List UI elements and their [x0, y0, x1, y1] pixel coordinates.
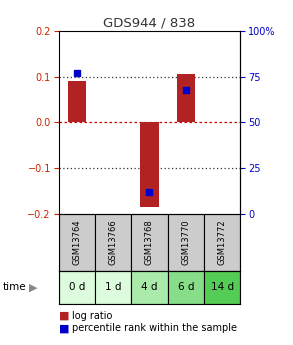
Bar: [95, 271, 131, 304]
Text: time: time: [3, 282, 27, 292]
Bar: [177, 75, 195, 122]
Bar: [168, 214, 204, 271]
Text: GSM13772: GSM13772: [218, 219, 226, 265]
Bar: [204, 271, 240, 304]
Text: GSM13764: GSM13764: [72, 219, 81, 265]
Bar: [168, 271, 204, 304]
Text: 14 d: 14 d: [211, 282, 234, 292]
Text: percentile rank within the sample: percentile rank within the sample: [72, 324, 237, 333]
Text: GSM13768: GSM13768: [145, 219, 154, 265]
Text: 1 d: 1 d: [105, 282, 121, 292]
Text: 0 d: 0 d: [69, 282, 85, 292]
Text: ■: ■: [59, 311, 69, 321]
Bar: [59, 271, 95, 304]
Text: log ratio: log ratio: [72, 311, 112, 321]
Bar: [204, 214, 240, 271]
Bar: [140, 122, 159, 207]
Text: 6 d: 6 d: [178, 282, 194, 292]
Bar: [68, 81, 86, 122]
Text: GSM13766: GSM13766: [109, 219, 117, 265]
Text: ▶: ▶: [29, 282, 38, 292]
Text: GSM13770: GSM13770: [181, 219, 190, 265]
Text: ■: ■: [59, 324, 69, 333]
Bar: [131, 214, 168, 271]
Bar: [95, 214, 131, 271]
Bar: [131, 271, 168, 304]
Bar: [59, 214, 95, 271]
Text: 4 d: 4 d: [141, 282, 158, 292]
Title: GDS944 / 838: GDS944 / 838: [103, 17, 195, 30]
